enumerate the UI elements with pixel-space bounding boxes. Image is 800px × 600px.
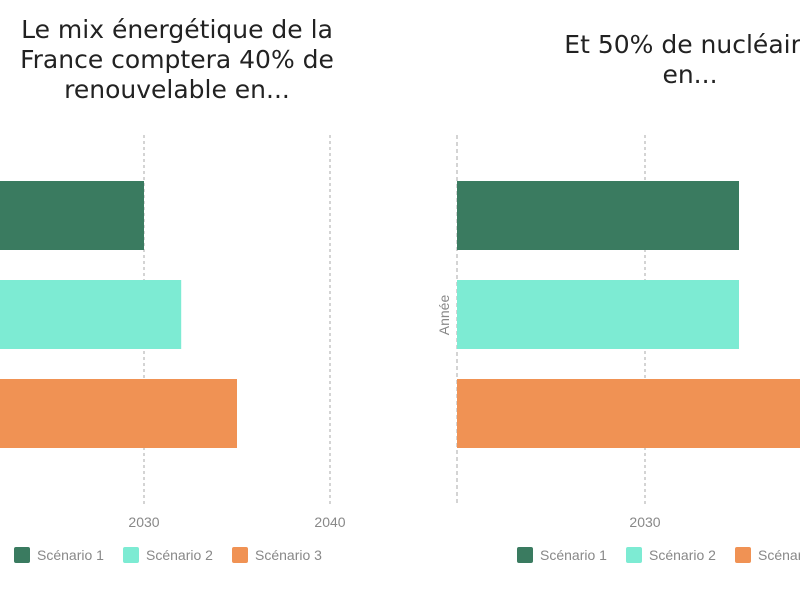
legend-swatch <box>626 547 642 563</box>
legend-swatch <box>735 547 751 563</box>
bar-2 <box>0 280 182 349</box>
x-tick-label: 2030 <box>629 514 660 530</box>
chart-title: Le mix énergétique de la <box>21 15 333 44</box>
legend-swatch <box>232 547 248 563</box>
legend-swatch <box>517 547 533 563</box>
legend-label: Scénario 1 <box>540 547 607 563</box>
chart-title: France comptera 40% de <box>20 45 334 74</box>
legend-swatch <box>14 547 30 563</box>
legend-label: Scénario 3 <box>758 547 800 563</box>
chart-title: Et 50% de nucléaire <box>564 30 800 59</box>
bar-1 <box>457 181 739 250</box>
legend-swatch <box>123 547 139 563</box>
bar-2 <box>457 280 739 349</box>
y-axis-label: Année <box>436 295 452 336</box>
x-tick-label: 2030 <box>128 514 159 530</box>
chart-title: en... <box>662 60 717 89</box>
bar-1 <box>0 181 144 250</box>
x-tick-label: 2040 <box>314 514 345 530</box>
legend-label: Scénario 2 <box>649 547 716 563</box>
legend-label: Scénario 1 <box>37 547 104 563</box>
legend-label: Scénario 2 <box>146 547 213 563</box>
bar-3 <box>457 379 800 448</box>
bar-3 <box>0 379 237 448</box>
legend-label: Scénario 3 <box>255 547 322 563</box>
chart-title: renouvelable en... <box>64 75 290 104</box>
